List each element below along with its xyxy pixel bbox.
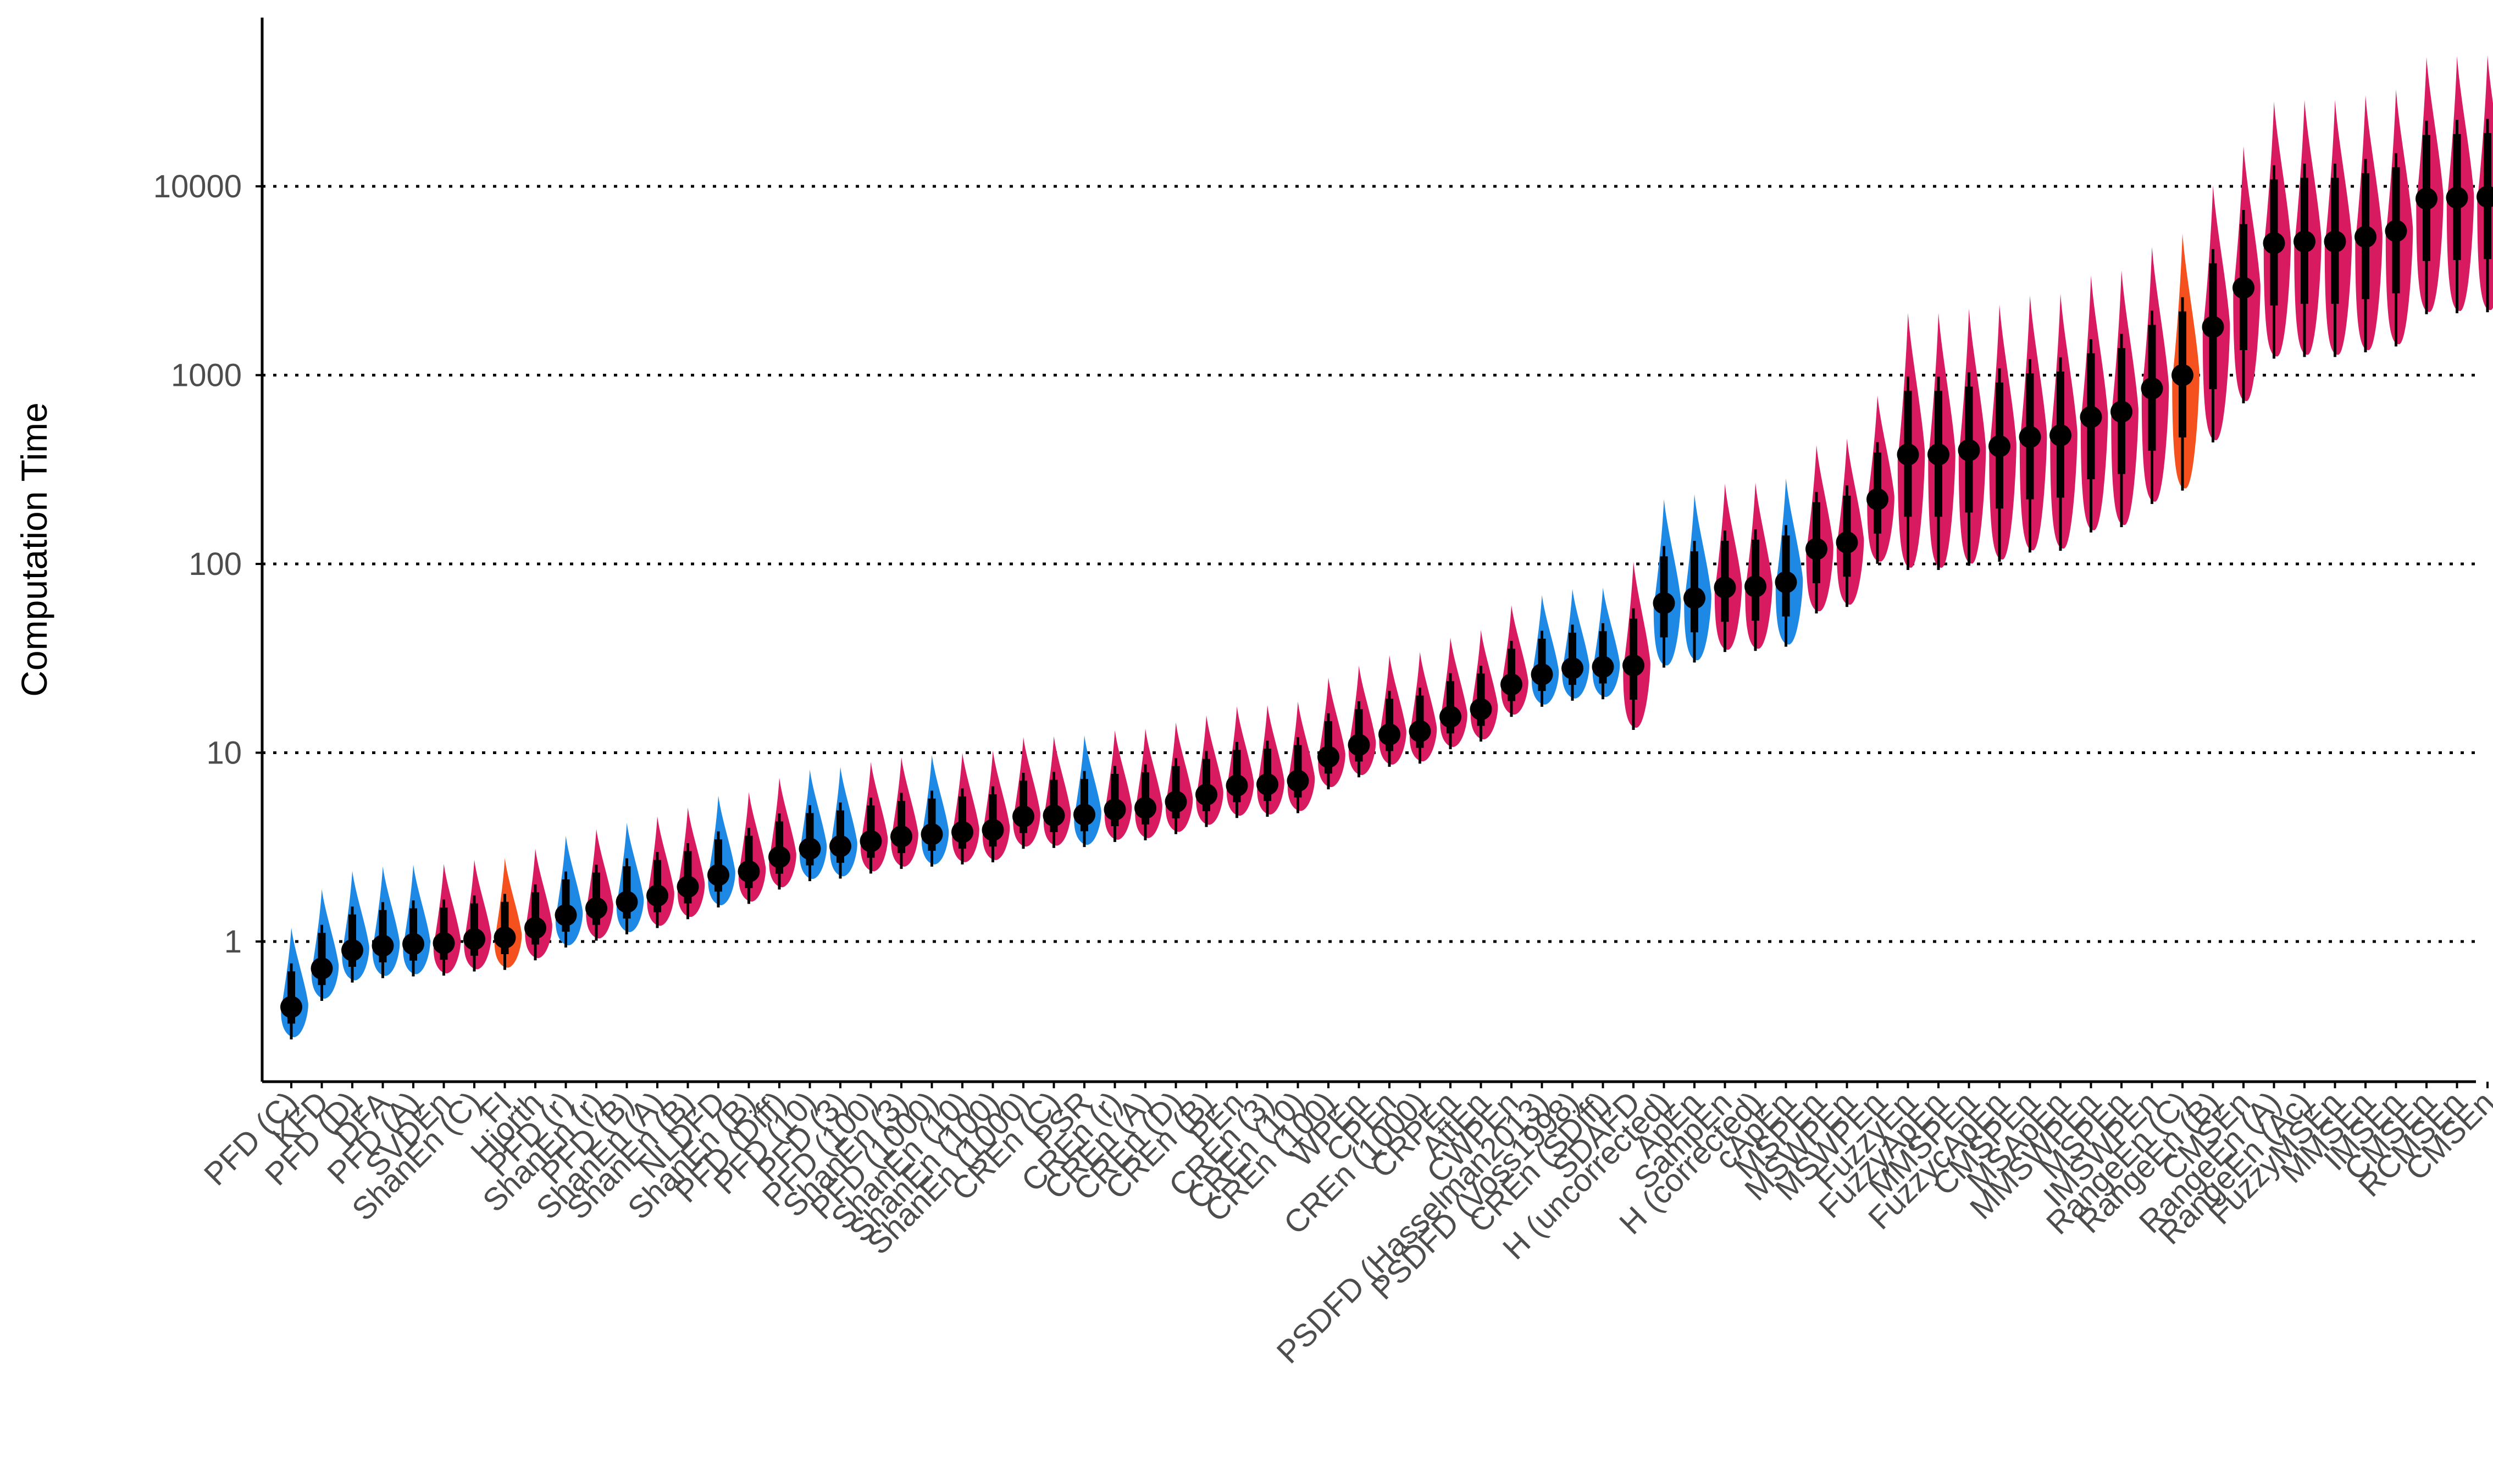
median-point <box>1165 790 1187 813</box>
median-point <box>2416 187 2437 210</box>
median-point <box>1775 571 1797 594</box>
median-point <box>2232 276 2254 299</box>
median-point <box>2141 377 2163 400</box>
median-point <box>585 897 607 920</box>
median-point <box>555 904 577 926</box>
median-point <box>2324 230 2346 253</box>
median-points <box>280 186 2493 1018</box>
median-point <box>402 933 424 955</box>
y-tick-label: 1 <box>224 924 242 960</box>
median-point <box>1988 435 2010 457</box>
median-point <box>1714 576 1736 599</box>
median-point <box>2049 424 2071 446</box>
median-point <box>1958 439 1980 462</box>
median-point <box>1897 443 1919 466</box>
median-point <box>951 821 973 843</box>
median-point <box>1226 774 1248 797</box>
median-point <box>890 825 912 848</box>
median-point <box>1744 575 1766 597</box>
median-point <box>2171 364 2193 386</box>
median-point <box>1439 706 1461 728</box>
median-point <box>372 934 394 957</box>
median-point <box>524 917 546 939</box>
median-point <box>616 891 638 913</box>
median-point <box>677 876 699 898</box>
median-point <box>1866 488 1888 511</box>
median-point <box>799 838 821 860</box>
median-point <box>2293 230 2315 253</box>
median-point <box>1622 654 1644 677</box>
median-point <box>433 932 455 955</box>
median-point <box>1287 769 1309 792</box>
median-point <box>2080 406 2102 428</box>
median-point <box>829 835 851 857</box>
median-point <box>1348 734 1370 756</box>
median-point <box>2477 186 2493 208</box>
median-point <box>1043 804 1065 827</box>
median-point <box>1531 663 1553 685</box>
median-point <box>1073 804 1095 826</box>
median-point <box>1409 720 1431 743</box>
median-point <box>280 996 302 1018</box>
y-tick-label: 10 <box>206 735 242 771</box>
median-point <box>982 818 1004 841</box>
grid-lines <box>262 185 2476 943</box>
median-point <box>646 884 668 907</box>
y-tick-label: 10000 <box>153 169 242 204</box>
median-point <box>1378 723 1400 746</box>
median-point <box>2202 315 2224 338</box>
median-point <box>1927 443 1949 466</box>
median-point <box>311 957 333 980</box>
median-point <box>1104 798 1126 821</box>
median-point <box>738 860 760 883</box>
violins <box>281 55 2493 1038</box>
median-point <box>1592 656 1614 678</box>
median-point <box>1134 796 1156 819</box>
y-tick-label: 100 <box>189 546 242 582</box>
median-point <box>1500 673 1522 696</box>
median-point <box>1317 746 1339 768</box>
median-point <box>1195 783 1217 806</box>
median-point <box>494 926 516 949</box>
median-point <box>1836 531 1858 553</box>
median-point <box>768 846 790 868</box>
y-tick-label: 1000 <box>171 358 242 394</box>
median-point <box>1653 592 1675 614</box>
median-point <box>2019 426 2041 448</box>
median-point <box>2354 225 2376 248</box>
median-point <box>1470 698 1492 721</box>
y-tick-labels: 1 10 100 1000 10000 <box>153 169 262 960</box>
axes <box>261 18 2476 1083</box>
median-point <box>860 830 882 852</box>
median-point <box>2446 186 2468 209</box>
median-point <box>1012 805 1034 828</box>
median-point <box>707 864 729 887</box>
median-point <box>1683 586 1705 609</box>
median-point <box>341 939 363 961</box>
median-point <box>921 823 943 845</box>
y-axis-title: Computation Time <box>14 402 54 697</box>
median-point <box>1256 773 1278 796</box>
median-point <box>2263 232 2285 254</box>
median-point <box>1561 657 1583 679</box>
median-point <box>2110 401 2132 423</box>
median-point <box>1805 538 1827 560</box>
median-point <box>2385 220 2407 242</box>
median-point <box>463 928 485 950</box>
